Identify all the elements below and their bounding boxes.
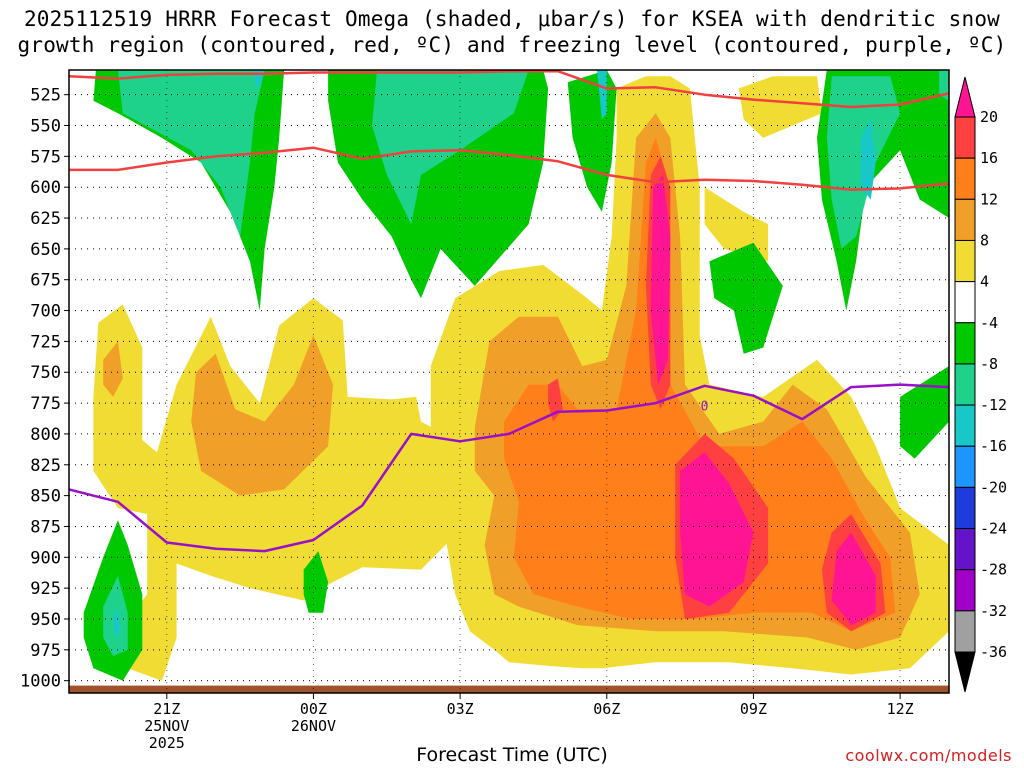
chart-title: 2025112519 HRRR Forecast Omega (shaded, … bbox=[0, 6, 1024, 58]
omega-descent-green-mid-right bbox=[709, 242, 783, 354]
omega-descent-blue-2 bbox=[597, 70, 607, 120]
omega-descent-blue-4 bbox=[113, 606, 121, 638]
colorbar-bin-3 bbox=[954, 239, 976, 283]
contour-dendritic-growth-region--12c bbox=[69, 146, 949, 191]
y-tick-label-700: 700 bbox=[30, 302, 61, 322]
colorbar-label--16: -16 bbox=[980, 437, 1007, 455]
colorbar-bin-12 bbox=[954, 610, 976, 653]
y-tick-label-975: 975 bbox=[30, 641, 61, 661]
x-tick-label-09Z: 09Z bbox=[740, 700, 767, 718]
omega-ascent-yellow-upper-right bbox=[738, 76, 822, 138]
omega-ascent-magenta-20-low2 bbox=[831, 532, 876, 626]
omega-ascent-magenta-20-upper bbox=[650, 174, 671, 385]
omega-descent-teal-upper-mid bbox=[372, 70, 529, 225]
colorbar-bin-4 bbox=[954, 281, 976, 324]
omega-ascent-orange-8-left bbox=[103, 341, 123, 397]
colorbar-bin-1 bbox=[954, 157, 976, 200]
omega-ascent-orange-8-mid bbox=[191, 335, 333, 496]
x-tick-year-21Z: 2025 bbox=[149, 734, 185, 752]
colorbar-bin-6 bbox=[954, 363, 976, 406]
y-tick-label-575: 575 bbox=[30, 147, 61, 167]
omega-descent-green-small bbox=[303, 551, 329, 613]
y-tick-label-825: 825 bbox=[30, 456, 61, 476]
omega-ascent-yellow-right-mid bbox=[704, 187, 769, 262]
omega-descent-blue-3 bbox=[861, 119, 876, 200]
colorbar: 20 16 12 8 4 -4 -8 -12 -16 -20 -24 -28 -32 -36 bbox=[954, 76, 1007, 693]
x-axis-title: Forecast Time (UTC) bbox=[416, 744, 608, 766]
colorbar-label--32: -32 bbox=[980, 602, 1007, 620]
x-tick-date-00Z: 26NOV bbox=[291, 717, 336, 735]
colorbar-bin-0 bbox=[954, 116, 976, 159]
x-tick-label-00Z: 00Z bbox=[300, 700, 327, 718]
colorbar-bin-9 bbox=[954, 486, 976, 530]
colorbar-label--24: -24 bbox=[980, 520, 1007, 538]
x-tick-date-21Z: 25NOV bbox=[144, 717, 189, 735]
contour-freezing-level-0c bbox=[69, 383, 949, 553]
colorbar-bin-8 bbox=[954, 445, 976, 488]
omega-ascent-orange-12 bbox=[504, 137, 896, 632]
y-tick-label-950: 950 bbox=[30, 610, 61, 630]
y-tick-label-550: 550 bbox=[30, 117, 61, 137]
y-tick-label-650: 650 bbox=[30, 240, 61, 260]
colorbar-label-12: 12 bbox=[980, 190, 998, 208]
y-tick-label-900: 900 bbox=[30, 548, 61, 568]
source-credit: coolwx.com/models bbox=[845, 746, 1012, 765]
omega-descent-green-upper-6z bbox=[567, 70, 617, 212]
pressure-axis: 525 550 575 600 625 650 675 700 725 750 775 800 825 8… bbox=[20, 86, 69, 692]
omega-shaded-field bbox=[69, 70, 949, 693]
omega-descent-teal-upper-left bbox=[117, 70, 265, 237]
x-tick-label-06Z: 06Z bbox=[593, 700, 620, 718]
colorbar-label-4: 4 bbox=[980, 273, 989, 291]
colorbar-bin-10 bbox=[954, 528, 976, 571]
colorbar-label--28: -28 bbox=[980, 561, 1007, 579]
y-tick-label-600: 600 bbox=[30, 178, 61, 198]
y-tick-label-850: 850 bbox=[30, 487, 61, 507]
x-tick-label-12Z: 12Z bbox=[887, 700, 914, 718]
colorbar-top-arrow bbox=[954, 76, 976, 118]
y-tick-label-675: 675 bbox=[30, 271, 61, 291]
omega-descent-green-lower-right bbox=[900, 366, 949, 459]
colorbar-label-8: 8 bbox=[980, 231, 989, 249]
colorbar-label--20: -20 bbox=[980, 478, 1007, 496]
colorbar-bin-5 bbox=[954, 322, 976, 365]
title-line-1: 2025112519 HRRR Forecast Omega (shaded, … bbox=[23, 7, 1001, 31]
colorbar-bin-7 bbox=[954, 404, 976, 447]
colorbar-label--4: -4 bbox=[980, 314, 998, 332]
contour-lines: 0 bbox=[69, 70, 949, 553]
freezing-level-label: 0 bbox=[701, 399, 709, 414]
y-tick-label-1000: 1000 bbox=[20, 672, 61, 692]
x-tick-label-03Z: 03Z bbox=[447, 700, 474, 718]
y-tick-label-625: 625 bbox=[30, 209, 61, 229]
y-tick-label-750: 750 bbox=[30, 363, 61, 383]
title-line-2: growth region (contoured, red, ºC) and f… bbox=[17, 33, 1007, 57]
ground-surface bbox=[69, 685, 949, 693]
colorbar-bottom-arrow bbox=[954, 651, 976, 693]
omega-ascent-magenta-20-low1 bbox=[680, 452, 754, 607]
y-tick-label-800: 800 bbox=[30, 425, 61, 445]
y-tick-label-925: 925 bbox=[30, 579, 61, 599]
colorbar-label-16: 16 bbox=[980, 149, 998, 167]
x-tick-label-21Z: 21Z bbox=[153, 700, 180, 718]
colorbar-bin-11 bbox=[954, 569, 976, 612]
colorbar-bin-2 bbox=[954, 198, 976, 241]
colorbar-label--36: -36 bbox=[980, 643, 1007, 661]
y-tick-label-775: 775 bbox=[30, 394, 61, 414]
y-tick-label-725: 725 bbox=[30, 332, 61, 352]
y-tick-label-875: 875 bbox=[30, 517, 61, 537]
colorbar-label--8: -8 bbox=[980, 355, 998, 373]
colorbar-label--12: -12 bbox=[980, 396, 1007, 414]
colorbar-label-20: 20 bbox=[980, 108, 998, 126]
plot-frame bbox=[68, 69, 950, 694]
contour-dendritic-growth-region--18c bbox=[69, 70, 949, 109]
y-tick-label-525: 525 bbox=[30, 86, 61, 106]
